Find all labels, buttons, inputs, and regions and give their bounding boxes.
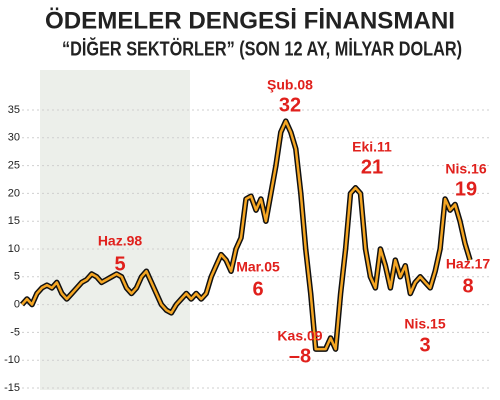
y-tick-label: 10 <box>8 243 20 255</box>
annotation-date: Kas.09 <box>277 328 322 344</box>
y-tick-label: 5 <box>14 271 20 283</box>
annotation-date: Eki.11 <box>352 139 392 155</box>
y-tick-label: 0 <box>14 299 20 311</box>
annotation-value: 5 <box>114 253 125 275</box>
annotation-date: Haz.98 <box>98 233 143 249</box>
annotation-value: 21 <box>361 156 383 178</box>
annotation-value: 3 <box>419 334 430 356</box>
y-tick-label: 25 <box>8 160 20 172</box>
annotation-date: Haz.17 <box>446 256 491 272</box>
annotation-value: –8 <box>289 345 311 367</box>
y-tick-label: -10 <box>4 354 20 366</box>
annotation-value: 8 <box>462 275 473 297</box>
y-tick-label: -5 <box>10 326 20 338</box>
chart-subtitle: “DİĞER SEKTÖRLER” (SON 12 AY, MİLYAR DOL… <box>62 36 462 60</box>
annotation-value: 19 <box>455 178 477 200</box>
annotation-date: Nis.15 <box>404 316 445 332</box>
y-tick-label: 20 <box>8 187 20 199</box>
money-backdrop <box>40 60 190 390</box>
y-tick-label: 15 <box>8 215 20 227</box>
annotation-date: Şub.08 <box>267 77 313 93</box>
line <box>21 119 472 351</box>
chart-title: ÖDEMELER DENGESİ FİNANSMANI <box>45 7 455 34</box>
annotation-date: Nis.16 <box>445 161 486 177</box>
y-tick-label: 35 <box>8 104 20 116</box>
header-bg <box>0 0 500 70</box>
y-tick-label: 30 <box>8 132 20 144</box>
y-tick-label: -15 <box>4 382 20 394</box>
annotation-value: 6 <box>252 278 263 300</box>
annotation-value: 32 <box>279 94 301 116</box>
annotation-date: Mar.05 <box>236 259 280 275</box>
